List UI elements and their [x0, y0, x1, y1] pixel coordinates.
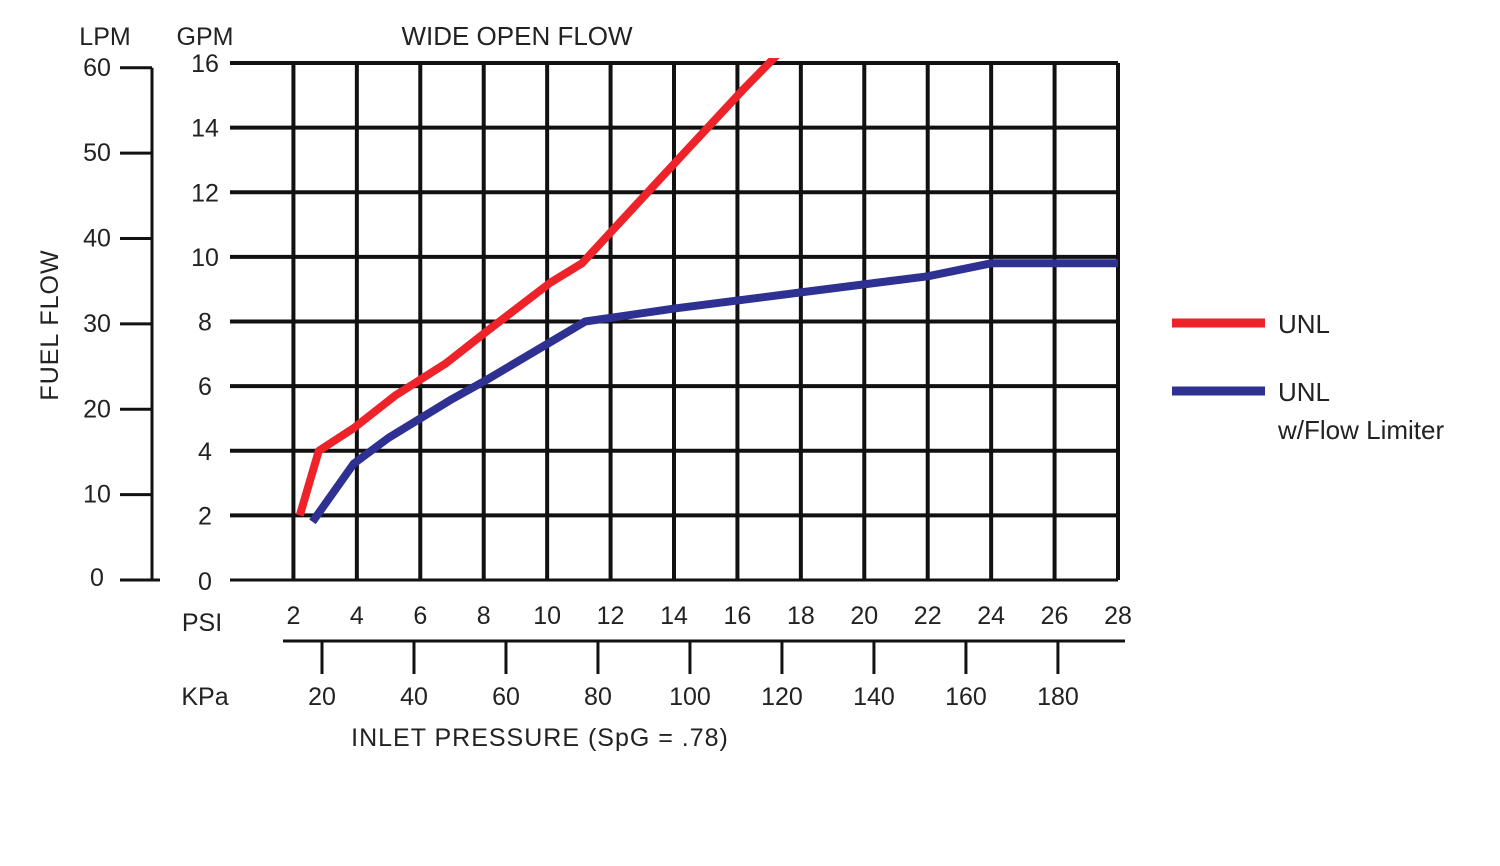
- x-primary-unit-label: PSI: [182, 609, 222, 637]
- chart-title: WIDE OPEN FLOW: [401, 21, 633, 51]
- kpa-tick-label: 60: [492, 683, 520, 711]
- y-tick-label: 6: [198, 373, 212, 401]
- lpm-tick-label: 20: [83, 395, 111, 423]
- x-tick-label: 4: [350, 602, 364, 630]
- kpa-tick-label: 140: [853, 683, 895, 711]
- legend-label-0: UNL: [1278, 309, 1330, 339]
- legend-label-1-line2: w/Flow Limiter: [1277, 415, 1444, 445]
- kpa-tick-label: 40: [400, 683, 428, 711]
- x-tick-label: 28: [1104, 602, 1132, 630]
- series-layer: [295, 58, 1118, 525]
- series-line-1: [309, 259, 1118, 525]
- lpm-tick-label: 50: [83, 139, 111, 167]
- kpa-tick-label: 120: [761, 683, 803, 711]
- x-tick-label: 2: [286, 602, 300, 630]
- y-secondary-unit-label: LPM: [79, 23, 130, 51]
- y-tick-label: 10: [191, 244, 219, 272]
- kpa-tick-label: 180: [1037, 683, 1079, 711]
- x-axis-title: INLET PRESSURE (SpG = .78): [351, 724, 729, 752]
- legend-label-1: UNL: [1278, 377, 1330, 407]
- x-tick-label: 12: [597, 602, 625, 630]
- lpm-tick-label: 0: [90, 564, 104, 592]
- kpa-tick-label: 100: [669, 683, 711, 711]
- x-tick-label: 20: [850, 602, 878, 630]
- y-primary-unit-label: GPM: [177, 23, 234, 51]
- x-tick-label: 6: [413, 602, 427, 630]
- lpm-tick-label: 30: [83, 310, 111, 338]
- plot-grid: [230, 61, 1120, 582]
- x-tick-label: 16: [724, 602, 752, 630]
- series-line-0: [295, 58, 780, 517]
- x-tick-label: 10: [533, 602, 561, 630]
- lpm-tick-label: 10: [83, 481, 111, 509]
- y-tick-label: 8: [198, 309, 212, 337]
- y-tick-label: 2: [198, 502, 212, 530]
- x-tick-label: 8: [477, 602, 491, 630]
- lpm-tick-label: 60: [83, 54, 111, 82]
- x-tick-label: 24: [977, 602, 1005, 630]
- y-tick-label: 4: [198, 438, 212, 466]
- lpm-tick-label: 40: [83, 225, 111, 253]
- x-tick-label: 18: [787, 602, 815, 630]
- legend: UNL UNL w/Flow Limiter: [1172, 309, 1444, 445]
- y-tick-label: 16: [191, 50, 219, 78]
- y-tick-label: 0: [198, 568, 212, 596]
- x-secondary-unit-label: KPa: [181, 683, 228, 711]
- y-axis-title: FUEL FLOW: [36, 249, 64, 400]
- kpa-tick-label: 80: [584, 683, 612, 711]
- y-tick-label: 14: [191, 115, 219, 143]
- y-tick-label: 12: [191, 179, 219, 207]
- x-tick-label: 26: [1041, 602, 1069, 630]
- kpa-tick-label: 160: [945, 683, 987, 711]
- x-tick-label: 22: [914, 602, 942, 630]
- kpa-tick-label: 20: [308, 683, 336, 711]
- x-tick-label: 14: [660, 602, 688, 630]
